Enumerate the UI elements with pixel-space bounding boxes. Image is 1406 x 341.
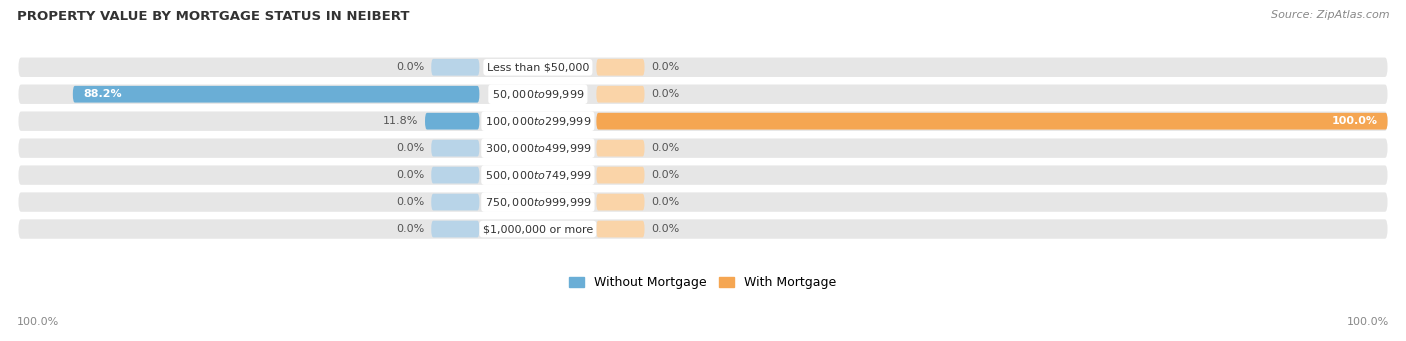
FancyBboxPatch shape <box>596 194 644 210</box>
FancyBboxPatch shape <box>18 165 1388 185</box>
FancyBboxPatch shape <box>18 58 1388 77</box>
Text: 0.0%: 0.0% <box>651 143 679 153</box>
Text: $750,000 to $999,999: $750,000 to $999,999 <box>485 196 591 209</box>
FancyBboxPatch shape <box>432 59 479 76</box>
Text: Source: ZipAtlas.com: Source: ZipAtlas.com <box>1271 10 1389 20</box>
Text: 0.0%: 0.0% <box>396 170 425 180</box>
Text: 0.0%: 0.0% <box>651 89 679 99</box>
FancyBboxPatch shape <box>18 112 1388 131</box>
Text: 0.0%: 0.0% <box>651 197 679 207</box>
Text: 0.0%: 0.0% <box>651 62 679 72</box>
FancyBboxPatch shape <box>596 140 644 157</box>
FancyBboxPatch shape <box>432 140 479 157</box>
Text: 100.0%: 100.0% <box>1347 317 1389 327</box>
Text: 0.0%: 0.0% <box>396 197 425 207</box>
FancyBboxPatch shape <box>432 194 479 210</box>
FancyBboxPatch shape <box>432 221 479 237</box>
FancyBboxPatch shape <box>596 86 644 103</box>
Text: Less than $50,000: Less than $50,000 <box>486 62 589 72</box>
FancyBboxPatch shape <box>596 221 644 237</box>
Text: 0.0%: 0.0% <box>396 143 425 153</box>
Text: $100,000 to $299,999: $100,000 to $299,999 <box>485 115 591 128</box>
FancyBboxPatch shape <box>18 138 1388 158</box>
Text: $50,000 to $99,999: $50,000 to $99,999 <box>492 88 583 101</box>
FancyBboxPatch shape <box>596 59 644 76</box>
FancyBboxPatch shape <box>73 86 479 103</box>
Text: $500,000 to $749,999: $500,000 to $749,999 <box>485 168 591 182</box>
FancyBboxPatch shape <box>596 167 644 183</box>
FancyBboxPatch shape <box>18 192 1388 212</box>
Text: 100.0%: 100.0% <box>1331 116 1378 126</box>
FancyBboxPatch shape <box>432 167 479 183</box>
Text: 11.8%: 11.8% <box>382 116 418 126</box>
Legend: Without Mortgage, With Mortgage: Without Mortgage, With Mortgage <box>569 277 837 290</box>
Text: 100.0%: 100.0% <box>17 317 59 327</box>
Text: 0.0%: 0.0% <box>651 224 679 234</box>
Text: $1,000,000 or more: $1,000,000 or more <box>482 224 593 234</box>
Text: 88.2%: 88.2% <box>83 89 122 99</box>
FancyBboxPatch shape <box>425 113 479 130</box>
Text: 0.0%: 0.0% <box>396 62 425 72</box>
Text: $300,000 to $499,999: $300,000 to $499,999 <box>485 142 591 155</box>
FancyBboxPatch shape <box>18 219 1388 239</box>
FancyBboxPatch shape <box>596 113 1388 130</box>
Text: 0.0%: 0.0% <box>651 170 679 180</box>
FancyBboxPatch shape <box>18 85 1388 104</box>
Text: PROPERTY VALUE BY MORTGAGE STATUS IN NEIBERT: PROPERTY VALUE BY MORTGAGE STATUS IN NEI… <box>17 10 409 23</box>
Text: 0.0%: 0.0% <box>396 224 425 234</box>
